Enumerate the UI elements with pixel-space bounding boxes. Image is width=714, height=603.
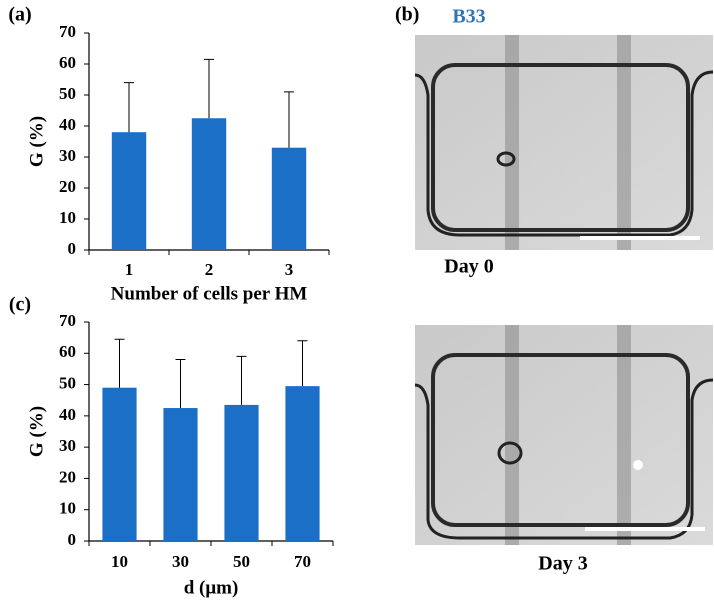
bar [271, 147, 307, 250]
error-bar [124, 82, 134, 133]
panel-label: (a) [8, 4, 31, 26]
bar [285, 386, 320, 541]
y-tick-label: 40 [59, 115, 76, 134]
y-tick-label: 20 [59, 467, 76, 486]
y-tick-label: 60 [59, 53, 76, 72]
bar [191, 118, 227, 250]
x-tick-label: 3 [285, 260, 294, 279]
x-tick-label: 50 [233, 552, 250, 571]
error-bar [175, 359, 186, 409]
y-tick-label: 70 [59, 311, 76, 330]
bar [102, 387, 137, 541]
y-tick-label: 10 [59, 499, 76, 518]
panel-label: (b) [395, 4, 419, 26]
x-tick-label: 2 [205, 260, 214, 279]
y-tick-label: 0 [68, 530, 77, 549]
error-bar [297, 340, 308, 387]
panel-label: (c) [9, 294, 31, 316]
x-tick-label: 30 [172, 552, 189, 571]
y-tick-label: 60 [59, 342, 76, 361]
y-tick-label: 70 [59, 22, 76, 41]
y-axis-label: G (%) [26, 116, 47, 167]
error-bar [114, 338, 125, 388]
image-title: B33 [452, 6, 485, 28]
y-tick-label: 40 [59, 405, 76, 424]
bar [111, 132, 147, 250]
image-caption: Day 0 [444, 256, 493, 278]
y-tick-label: 50 [59, 373, 76, 392]
x-axis-label: d (μm) [184, 577, 239, 598]
y-tick-label: 50 [59, 84, 76, 103]
image-caption: Day 3 [538, 553, 587, 575]
micrograph [414, 35, 714, 250]
y-tick-label: 0 [68, 239, 77, 258]
x-tick-label: 70 [294, 552, 311, 571]
y-tick-label: 30 [59, 146, 76, 165]
y-axis-label: G (%) [26, 406, 47, 457]
y-tick-label: 30 [59, 436, 76, 455]
x-tick-label: 10 [111, 552, 128, 571]
y-tick-label: 20 [59, 177, 76, 196]
y-tick-label: 10 [59, 208, 76, 227]
micrograph [414, 325, 714, 545]
bar [163, 408, 198, 541]
x-tick-label: 1 [125, 260, 134, 279]
bar [224, 404, 259, 541]
error-bar [204, 58, 214, 119]
error-bar [284, 91, 294, 148]
x-axis-label: Number of cells per HM [111, 283, 308, 304]
error-bar [236, 355, 247, 405]
